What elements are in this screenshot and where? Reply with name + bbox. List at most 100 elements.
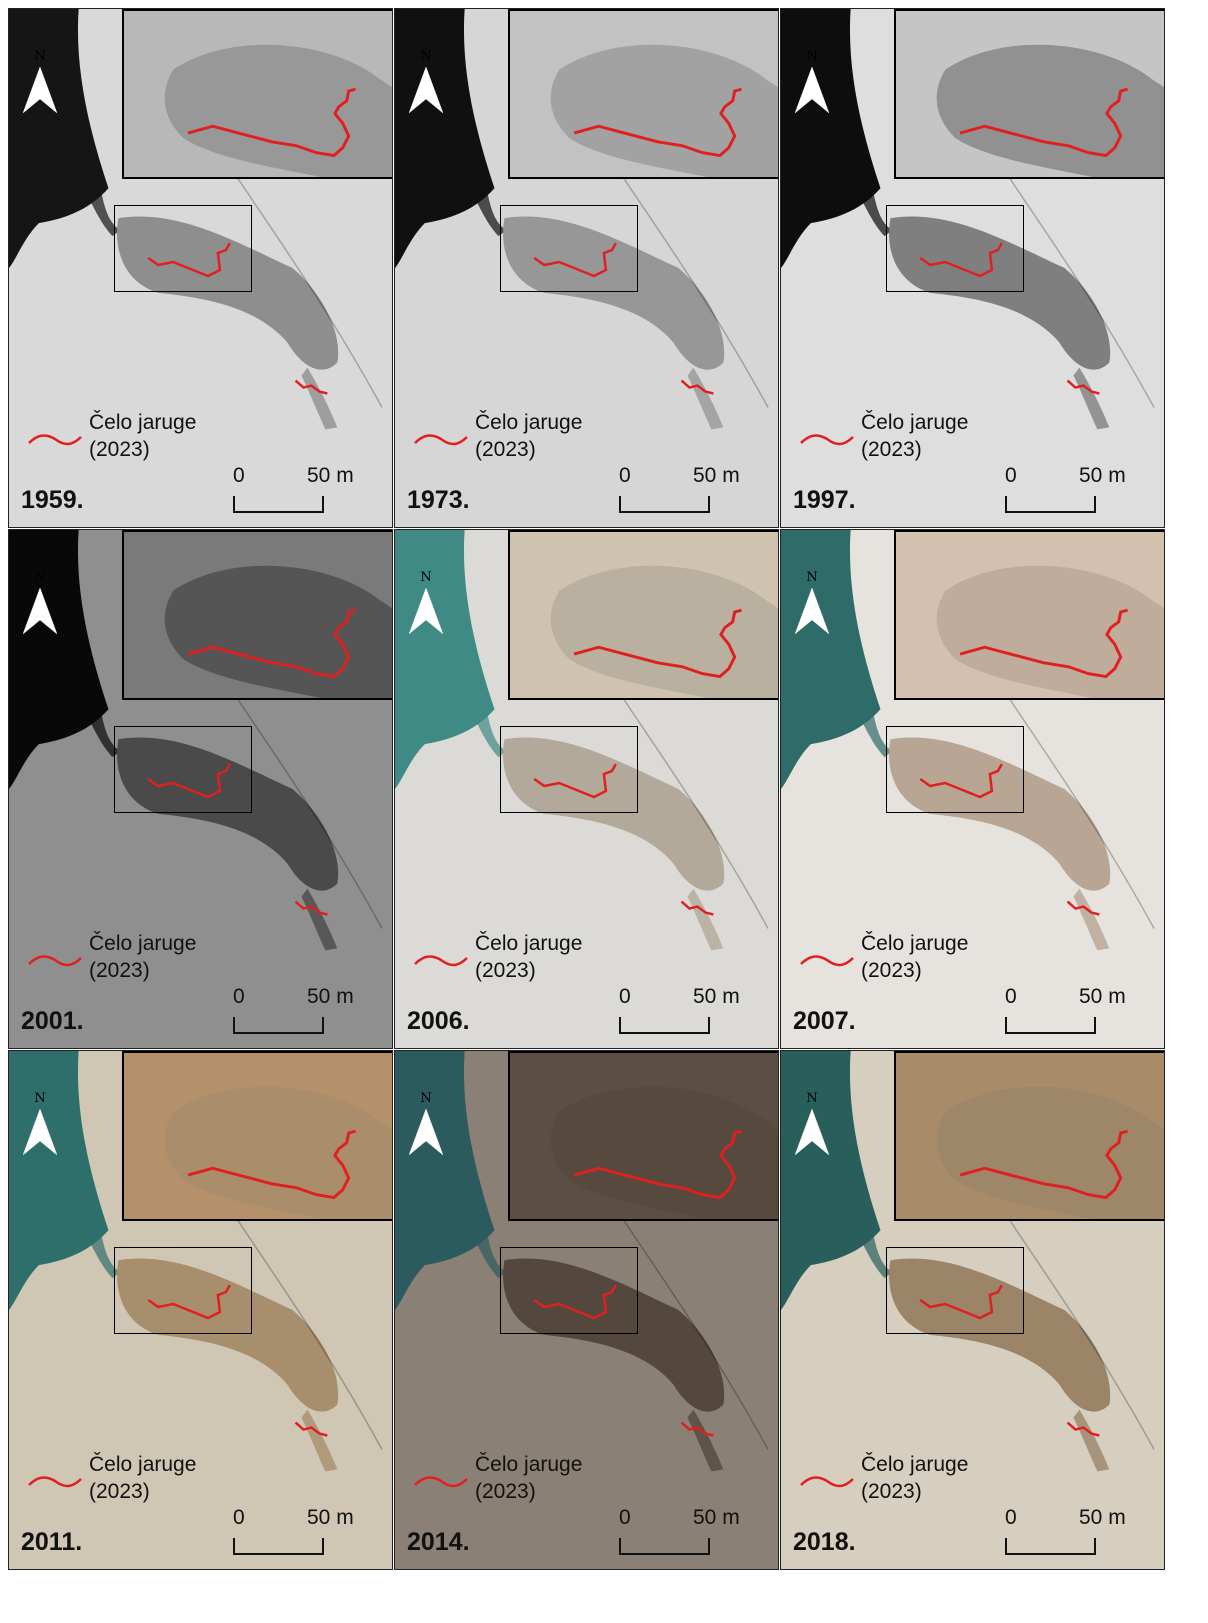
- legend-line-icon: [414, 1476, 468, 1488]
- detail-inset-map: [894, 530, 1164, 700]
- legend-label-line1: Čelo jaruge: [475, 932, 583, 955]
- scale-label-start: 0: [233, 1506, 245, 1529]
- scale-label-end: 50 m: [693, 464, 740, 487]
- legend-label-line2: (2023): [475, 1480, 536, 1503]
- panel-year: 2001.: [21, 1007, 84, 1035]
- legend: Čelo jaruge (2023): [413, 409, 613, 469]
- scale-bar: 0 50 m: [219, 1506, 379, 1561]
- scale-label-end: 50 m: [307, 985, 354, 1008]
- scale-label-start: 0: [233, 985, 245, 1008]
- panel-year: 1973.: [407, 486, 470, 514]
- scale-bar: 0 50 m: [991, 464, 1151, 519]
- legend-label-line1: Čelo jaruge: [89, 932, 197, 955]
- north-arrow: N: [795, 570, 829, 640]
- legend-label: Čelo jaruge (2023): [861, 930, 968, 984]
- north-arrow: N: [23, 570, 57, 640]
- legend: Čelo jaruge (2023): [799, 1451, 999, 1511]
- north-arrow-icon: [795, 67, 829, 113]
- panel-year: 1959.: [21, 486, 84, 514]
- north-arrow: N: [409, 1091, 443, 1161]
- detail-inset-map: [894, 1051, 1164, 1221]
- legend-label-line1: Čelo jaruge: [861, 932, 969, 955]
- north-label: N: [420, 1091, 432, 1106]
- north-arrow: N: [409, 570, 443, 640]
- scale-bar: 0 50 m: [605, 985, 765, 1040]
- inset-extent-box: [114, 726, 252, 813]
- inset-extent-box: [500, 1247, 638, 1334]
- north-arrow-icon: [409, 1109, 443, 1155]
- legend-label-line2: (2023): [475, 438, 536, 461]
- legend-line-icon: [28, 1476, 82, 1488]
- legend-label-line1: Čelo jaruge: [861, 1453, 969, 1476]
- north-label: N: [806, 570, 818, 585]
- aerial-photo-panel-1959: N Čelo jaruge (2023) 1959. 0 50 m: [8, 8, 393, 528]
- scale-label-start: 0: [619, 1506, 631, 1529]
- legend-label: Čelo jaruge (2023): [861, 409, 968, 463]
- scale-label-start: 0: [1005, 1506, 1017, 1529]
- north-arrow-icon: [23, 588, 57, 634]
- scale-bar-icon: [619, 496, 710, 513]
- aerial-photo-panel-2014: N Čelo jaruge (2023) 2014. 0 50 m: [394, 1050, 779, 1570]
- legend-label: Čelo jaruge (2023): [89, 930, 196, 984]
- north-arrow-icon: [409, 588, 443, 634]
- scale-label-start: 0: [619, 464, 631, 487]
- legend-line-icon: [800, 955, 854, 967]
- scale-label-start: 0: [233, 464, 245, 487]
- scale-bar: 0 50 m: [991, 985, 1151, 1040]
- legend: Čelo jaruge (2023): [799, 409, 999, 469]
- scale-label-start: 0: [619, 985, 631, 1008]
- panel-year: 2018.: [793, 1528, 856, 1556]
- detail-inset-map: [894, 9, 1164, 179]
- legend-line-icon: [800, 1476, 854, 1488]
- legend: Čelo jaruge (2023): [27, 409, 227, 469]
- legend-line-icon: [414, 434, 468, 446]
- scale-bar-icon: [619, 1017, 710, 1034]
- detail-inset-map: [508, 9, 778, 179]
- scale-bar: 0 50 m: [219, 985, 379, 1040]
- north-arrow: N: [795, 49, 829, 119]
- detail-inset-map: [508, 530, 778, 700]
- legend-label-line2: (2023): [89, 1480, 150, 1503]
- scale-label-end: 50 m: [693, 985, 740, 1008]
- scale-bar-icon: [1005, 1538, 1096, 1555]
- legend-line-icon: [800, 434, 854, 446]
- scale-bar: 0 50 m: [219, 464, 379, 519]
- panel-year: 2007.: [793, 1007, 856, 1035]
- north-label: N: [420, 49, 432, 64]
- legend-label-line2: (2023): [861, 1480, 922, 1503]
- legend: Čelo jaruge (2023): [27, 930, 227, 990]
- legend-label-line2: (2023): [861, 959, 922, 982]
- scale-bar-icon: [233, 1017, 324, 1034]
- panel-year: 2014.: [407, 1528, 470, 1556]
- legend-label-line1: Čelo jaruge: [475, 411, 583, 434]
- north-arrow-icon: [23, 1109, 57, 1155]
- aerial-photo-panel-2007: N Čelo jaruge (2023) 2007. 0 50 m: [780, 529, 1165, 1049]
- legend-line-icon: [28, 434, 82, 446]
- legend-label-line1: Čelo jaruge: [89, 411, 197, 434]
- north-arrow: N: [795, 1091, 829, 1161]
- north-label: N: [34, 1091, 46, 1106]
- inset-extent-box: [114, 205, 252, 292]
- legend-label-line2: (2023): [89, 438, 150, 461]
- legend-label: Čelo jaruge (2023): [475, 930, 582, 984]
- legend-label: Čelo jaruge (2023): [861, 1451, 968, 1505]
- legend-label: Čelo jaruge (2023): [89, 409, 196, 463]
- scale-bar: 0 50 m: [605, 464, 765, 519]
- aerial-photo-panel-2001: N Čelo jaruge (2023) 2001. 0 50 m: [8, 529, 393, 1049]
- legend-label-line1: Čelo jaruge: [89, 1453, 197, 1476]
- legend-label: Čelo jaruge (2023): [89, 1451, 196, 1505]
- inset-extent-box: [886, 726, 1024, 813]
- scale-bar-icon: [233, 1538, 324, 1555]
- north-arrow-icon: [409, 67, 443, 113]
- aerial-photo-panel-1997: N Čelo jaruge (2023) 1997. 0 50 m: [780, 8, 1165, 528]
- north-label: N: [34, 49, 46, 64]
- legend-label-line2: (2023): [89, 959, 150, 982]
- legend-line-icon: [414, 955, 468, 967]
- aerial-photo-panel-1973: N Čelo jaruge (2023) 1973. 0 50 m: [394, 8, 779, 528]
- inset-extent-box: [114, 1247, 252, 1334]
- scale-bar: 0 50 m: [991, 1506, 1151, 1561]
- scale-bar-icon: [1005, 1017, 1096, 1034]
- north-arrow-icon: [795, 588, 829, 634]
- legend-label-line2: (2023): [475, 959, 536, 982]
- north-label: N: [806, 49, 818, 64]
